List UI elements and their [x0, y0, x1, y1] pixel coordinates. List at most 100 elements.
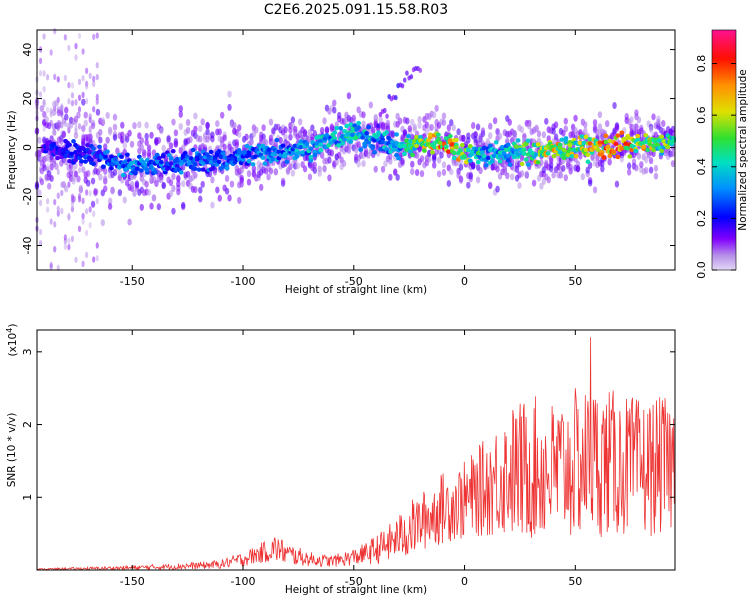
spectrogram-cell: [308, 146, 314, 151]
spectrogram-cell: [74, 42, 78, 50]
spectrogram-cell: [312, 161, 317, 169]
spectrogram-cell: [81, 124, 86, 132]
spectrogram-cell: [37, 149, 42, 157]
spectrogram-cell: [139, 203, 144, 211]
spectrogram-cell: [351, 114, 356, 122]
spectrogram-cell: [210, 201, 215, 209]
spectrogram-cell: [515, 138, 521, 143]
spectrogram-cell: [519, 170, 525, 178]
spectrogram-cell: [653, 172, 659, 180]
spectrogram-cell: [431, 161, 437, 169]
spectrogram-cell: [501, 151, 507, 156]
spectrogram-cell: [535, 142, 541, 147]
spectrogram-cell: [160, 154, 166, 159]
spectrogram-cell: [344, 123, 350, 129]
spectrogram-cell: [310, 124, 315, 132]
spectrogram-cell: [336, 111, 342, 119]
spectrogram-cell: [178, 170, 184, 175]
spectrogram-cell: [567, 147, 573, 152]
spectrogram-cell: [605, 120, 610, 128]
spectrogram-x-tick-label: 50: [568, 275, 582, 288]
spectrogram-cell: [217, 128, 222, 136]
spectrogram-cell: [380, 139, 385, 145]
spectrogram-cell: [93, 188, 98, 196]
spectrogram-cell: [67, 237, 71, 244]
spectrogram-cell: [370, 145, 376, 151]
spectrogram-cell: [384, 130, 389, 135]
spectrogram-cell: [497, 159, 503, 164]
spectrogram-cell: [280, 143, 286, 148]
spectrogram-cell: [112, 168, 118, 176]
spectrogram-cell: [166, 135, 171, 143]
spectrogram-cell: [109, 166, 114, 171]
spectrogram-cell: [611, 149, 617, 155]
spectrogram-cell: [302, 165, 308, 173]
spectrogram-cell: [549, 144, 555, 150]
spectrogram-cell: [53, 245, 57, 253]
spectrogram-cell: [445, 149, 451, 154]
spectrogram-cell: [127, 129, 132, 137]
spectrogram-cell: [266, 147, 272, 152]
spectrogram-cell: [292, 143, 298, 148]
spectrogram-cell: [573, 114, 578, 122]
spectrogram-cell: [595, 147, 601, 153]
spectrogram-cell: [115, 160, 120, 166]
spectrogram-cell: [449, 168, 454, 176]
spectrogram-cell: [90, 200, 96, 208]
spectrogram-cell: [342, 128, 348, 134]
spectrogram-cell: [466, 132, 471, 140]
spectrogram-cell: [95, 242, 99, 249]
spectrogram-cell: [466, 181, 471, 189]
spectrogram-cell: [110, 187, 115, 195]
spectrogram-cell: [262, 161, 268, 166]
spectrogram-cell: [480, 127, 486, 135]
spectrogram-cell: [503, 147, 509, 153]
spectrogram-cell: [410, 118, 415, 126]
spectrogram-cell: [109, 154, 114, 159]
spectrogram-cell: [81, 91, 85, 99]
spectrogram-cell: [519, 126, 525, 134]
spectrogram-cell: [539, 159, 544, 167]
spectrogram-cell: [592, 119, 598, 127]
spectrogram-cell: [95, 61, 99, 69]
spectrogram-cell: [278, 136, 283, 144]
spectrogram-cell: [171, 207, 176, 215]
spectrogram-cell: [561, 164, 566, 172]
spectrogram-cell: [521, 151, 527, 156]
spectrogram-cell: [601, 155, 607, 160]
spectrogram-cell: [74, 125, 78, 132]
spectrogram-cell: [587, 136, 593, 142]
spectrogram-cell: [95, 255, 99, 262]
spectrogram-cell: [467, 144, 473, 149]
spectrogram-cell: [453, 137, 459, 143]
spectrogram-cell: [295, 162, 300, 170]
spectrogram-cell: [42, 98, 46, 106]
spectrogram-cell: [429, 123, 434, 131]
spectrogram-cell: [280, 177, 286, 185]
spectrogram-cell: [95, 73, 99, 81]
spectrogram-cell: [70, 82, 75, 89]
spectrogram-cell: [390, 130, 395, 138]
spectrogram-cell: [70, 201, 75, 208]
spectrogram-cell: [67, 212, 71, 220]
colorbar-tick-label: 0.8: [695, 55, 708, 73]
spectrogram-cell: [327, 156, 332, 164]
spectrogram-cell: [436, 137, 441, 142]
spectrogram-cell: [73, 132, 79, 140]
spectrogram-cell: [458, 163, 464, 171]
spectrogram-cell: [298, 139, 304, 144]
spectrogram-cell: [119, 154, 124, 159]
spectrogram-cell: [298, 145, 304, 150]
spectrogram-cell: [120, 172, 126, 178]
spectrogram-cell: [376, 123, 380, 129]
spectrogram-cell: [149, 202, 154, 210]
spectrogram-cell: [237, 124, 242, 132]
spectrogram-cell: [573, 154, 579, 159]
spectrogram-cell: [557, 142, 563, 147]
snr-x-tick-label: -150: [120, 575, 145, 588]
spectrogram-cell: [443, 136, 449, 141]
spectrogram-cell: [305, 154, 310, 162]
spectrogram-cell: [525, 138, 531, 143]
spectrogram-cell: [373, 165, 378, 173]
spectrogram-cell: [64, 158, 69, 166]
